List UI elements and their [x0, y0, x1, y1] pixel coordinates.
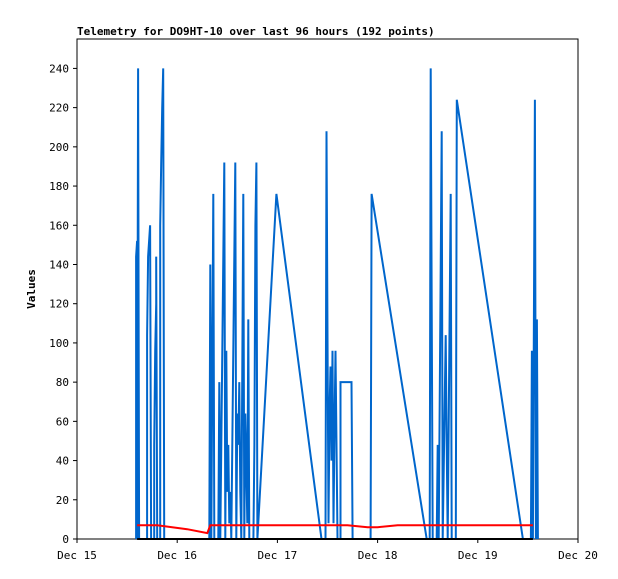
- y-tick-label: 80: [56, 376, 69, 389]
- y-tick-label: 220: [49, 102, 69, 115]
- x-tick-label: Dec 19: [458, 549, 498, 562]
- y-tick-label: 100: [49, 337, 69, 350]
- y-tick-label: 40: [56, 455, 69, 468]
- y-tick-label: 120: [49, 298, 69, 311]
- x-tick-label: Dec 15: [57, 549, 97, 562]
- y-tick-label: 180: [49, 180, 69, 193]
- y-tick-label: 160: [49, 219, 69, 232]
- y-tick-label: 20: [56, 494, 69, 507]
- x-tick-label: Dec 20: [558, 549, 598, 562]
- series-layer: [135, 68, 539, 540]
- y-axis-title: Values: [25, 269, 38, 309]
- y-axis: 0 20 40 60 80 100 120 140 160 180 200 220 240: [49, 62, 77, 546]
- x-axis: Dec 15 Dec 16 Dec 17 Dec 18 Dec 19 Dec 20: [57, 539, 598, 562]
- y-tick-label: 0: [62, 533, 69, 546]
- x-tick-label: Dec 17: [258, 549, 298, 562]
- chart-title: Telemetry for DO9HT-10 over last 96 hour…: [77, 25, 435, 38]
- y-tick-label: 200: [49, 141, 69, 154]
- series-line-2: [137, 524, 533, 535]
- y-tick-label: 240: [49, 62, 69, 75]
- x-tick-label: Dec 16: [157, 549, 197, 562]
- y-tick-label: 140: [49, 258, 69, 271]
- y-tick-label: 60: [56, 415, 69, 428]
- x-tick-label: Dec 18: [358, 549, 398, 562]
